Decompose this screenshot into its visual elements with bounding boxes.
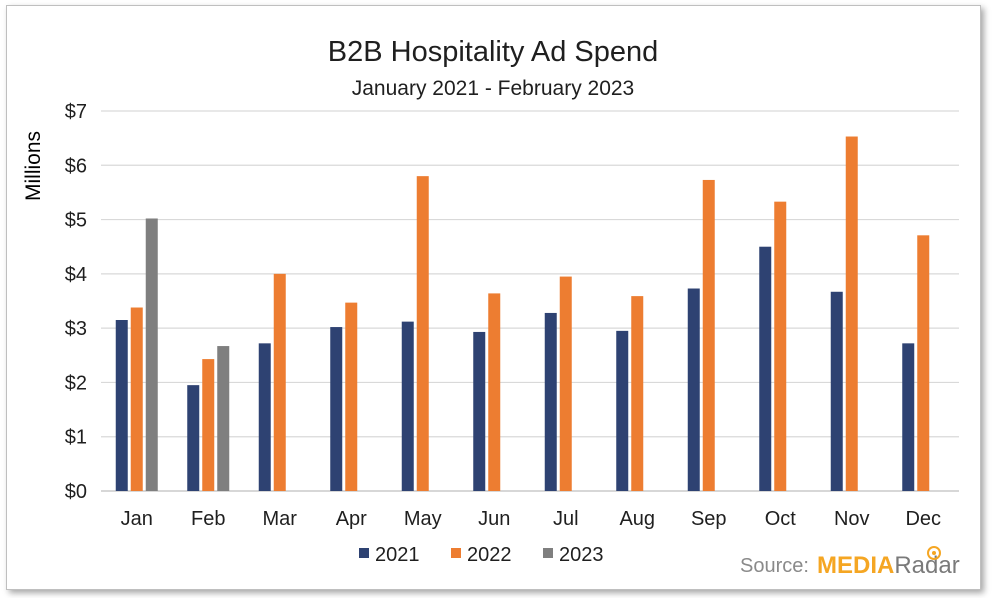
bar-2022-jul [559,276,572,491]
radar-logo-icon [927,546,941,560]
bar-2021-sep [687,288,700,491]
x-tick-label: Jan [121,508,153,530]
y-tick-label: $3 [65,318,87,340]
bar-2021-jun [473,331,486,491]
x-tick-label: Sep [691,508,727,530]
bar-2022-aug [631,296,644,491]
bar-2022-feb [202,359,215,491]
y-tick-label: $5 [65,210,87,232]
legend: 2021 2022 2023 [359,544,604,566]
y-tick-label: $6 [65,155,87,177]
grid-lines [101,110,959,492]
y-tick-label: $0 [65,481,87,503]
chart-subtitle: January 2021 - February 2023 [352,77,635,100]
bar-2021-apr [330,327,343,491]
bar-2021-may [401,321,414,491]
x-tick-label: Jun [478,508,510,530]
bar-2022-jan [130,307,143,491]
brand-radar-text: Radar [894,552,959,579]
bar-2021-jan [115,320,128,491]
legend-label: 2023 [559,544,604,566]
bar-2021-mar [258,343,271,491]
x-tick-label: May [404,508,442,530]
x-tick-label: Jul [553,508,579,530]
bar-2021-feb [187,385,200,491]
brand-media-text: MEDIA [817,552,894,579]
y-tick-label: $4 [65,264,87,286]
bar-2022-mar [273,273,286,491]
x-tick-label: Apr [336,508,367,530]
source-label: Source: [740,555,809,577]
legend-swatch [451,548,461,558]
x-tick-label: Mar [263,508,298,530]
chart-title: B2B Hospitality Ad Spend [328,36,658,68]
x-tick-label: Oct [765,508,797,530]
y-tick-label: $2 [65,372,87,394]
y-axis-ticks: $0 $1 $2 $3 $4 $5 $6 $7 [65,101,87,503]
bar-2023-feb [217,346,230,491]
chart-frame: B2B Hospitality Ad Spend January 2021 - … [6,5,981,590]
bar-2022-dec [917,235,930,491]
legend-label: 2022 [467,544,512,566]
x-tick-label: Feb [191,508,225,530]
x-tick-label: Nov [834,508,870,530]
bar-2022-jun [488,293,501,491]
x-tick-label: Dec [905,508,941,530]
y-axis-label: Millions [22,131,45,201]
bar-2021-aug [616,330,629,491]
bar-2022-may [416,176,429,491]
source-brand: MEDIARadar [817,552,960,579]
legend-swatch [359,548,369,558]
bar-2022-nov [845,136,858,491]
chart-canvas: B2B Hospitality Ad Spend January 2021 - … [22,36,960,579]
legend-swatch [543,548,553,558]
y-tick-label: $1 [65,427,87,449]
bar-2021-oct [759,246,772,491]
bar-2022-sep [702,179,715,491]
bar-2022-apr [345,302,358,491]
bar-2021-dec [902,343,915,491]
bar-2021-nov [830,291,843,491]
bar-2022-oct [774,201,787,491]
x-axis-ticks: Jan Feb Mar Apr May Jun Jul Aug Sep Oct Nov Dec [121,508,941,530]
bar-2021-jul [544,312,557,491]
bars [115,136,930,491]
x-tick-label: Aug [619,508,655,530]
source-credit: Source: MEDIARadar [740,546,960,579]
legend-label: 2021 [375,544,420,566]
y-tick-label: $7 [65,101,87,123]
bar-2023-jan [145,218,158,491]
